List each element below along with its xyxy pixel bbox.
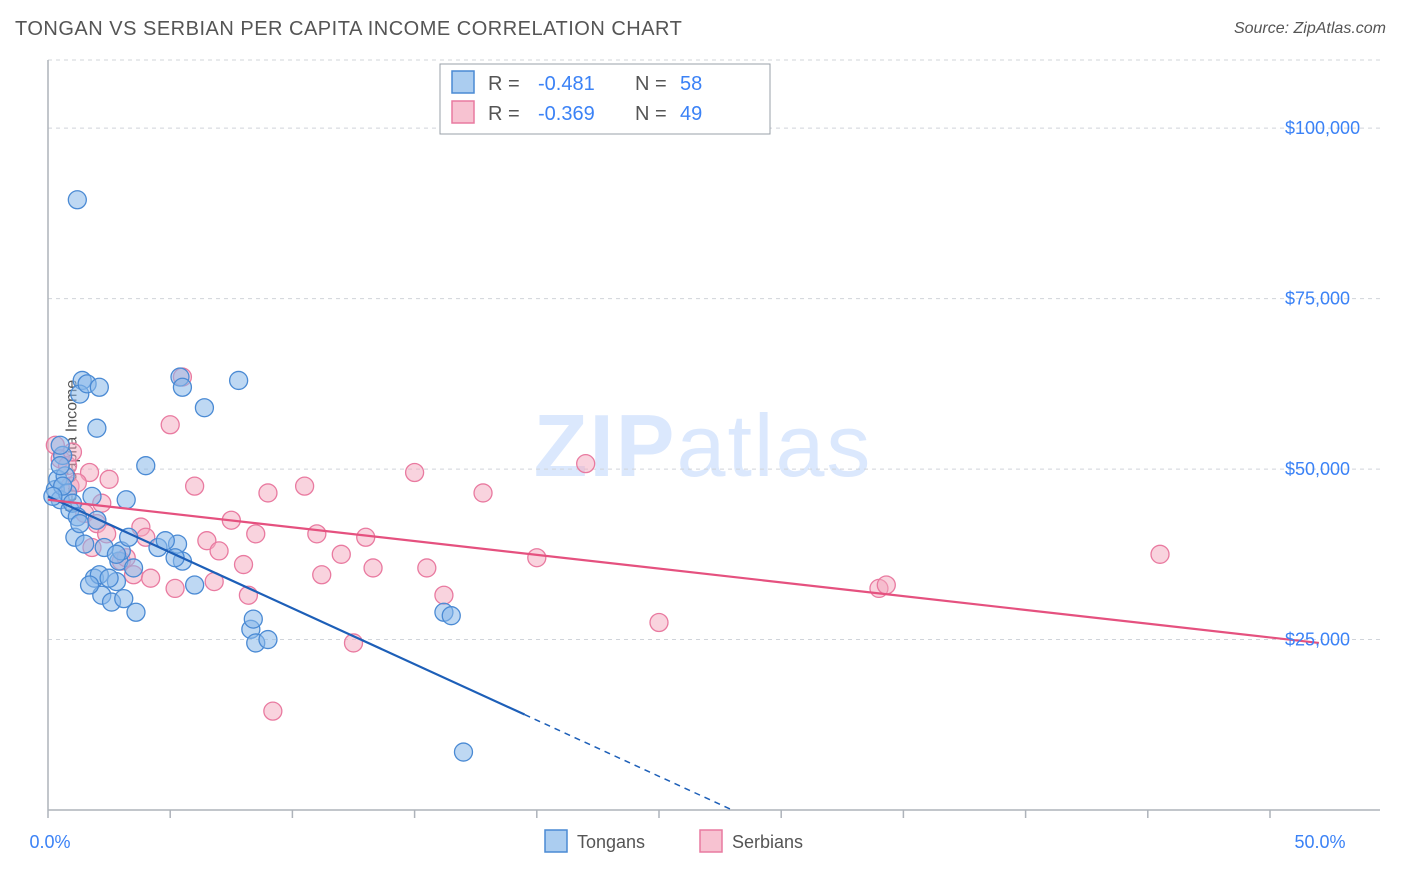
y-tick-label: $25,000: [1285, 630, 1350, 650]
data-point: [100, 470, 118, 488]
stats-swatch: [452, 101, 474, 123]
data-point: [418, 559, 436, 577]
chart-svg: $25,000$50,000$75,000$100,000 0.0%50.0% …: [0, 0, 1406, 892]
legend-swatch: [545, 830, 567, 852]
stats-R-value: -0.369: [538, 103, 595, 125]
data-point: [474, 484, 492, 502]
data-point: [650, 614, 668, 632]
stats-N-value: 49: [680, 103, 702, 125]
data-point: [76, 535, 94, 553]
data-point: [71, 515, 89, 533]
y-tick-label: $50,000: [1285, 459, 1350, 479]
data-point: [100, 569, 118, 587]
data-point: [117, 491, 135, 509]
data-point: [161, 416, 179, 434]
data-point: [244, 610, 262, 628]
data-point: [247, 525, 265, 543]
data-point: [142, 569, 160, 587]
legend-label: Tongans: [577, 832, 645, 852]
x-tick-label: 0.0%: [29, 832, 70, 852]
legend-swatch: [700, 830, 722, 852]
data-point: [88, 511, 106, 529]
data-point: [296, 477, 314, 495]
stats-N-label: N =: [635, 103, 667, 125]
data-point: [877, 576, 895, 594]
stats-N-value: 58: [680, 73, 702, 95]
y-tick-label: $75,000: [1285, 289, 1350, 309]
data-point: [230, 371, 248, 389]
data-point: [186, 576, 204, 594]
stats-N-label: N =: [635, 73, 667, 95]
stats-R-value: -0.481: [538, 73, 595, 95]
data-point: [406, 464, 424, 482]
data-point: [259, 631, 277, 649]
data-point: [364, 559, 382, 577]
stats-R-label: R =: [488, 103, 520, 125]
data-point: [186, 477, 204, 495]
stats-swatch: [452, 71, 474, 93]
data-point: [454, 743, 472, 761]
stats-R-label: R =: [488, 73, 520, 95]
data-point: [264, 702, 282, 720]
data-point: [442, 607, 460, 625]
x-tick-label: 50.0%: [1294, 832, 1345, 852]
data-point: [1151, 545, 1169, 563]
data-point: [210, 542, 228, 560]
data-point: [313, 566, 331, 584]
data-point: [51, 457, 69, 475]
data-point: [435, 586, 453, 604]
data-point: [577, 455, 595, 473]
data-point: [332, 545, 350, 563]
data-point: [259, 484, 277, 502]
chart-container: { "title": "TONGAN VS SERBIAN PER CAPITA…: [0, 0, 1406, 892]
legend-label: Serbians: [732, 832, 803, 852]
data-point: [235, 556, 253, 574]
data-point: [90, 378, 108, 396]
data-point: [88, 419, 106, 437]
data-point: [137, 457, 155, 475]
trend-line-tongans-dash: [525, 715, 733, 810]
data-point: [173, 378, 191, 396]
data-point: [166, 579, 184, 597]
data-point: [83, 487, 101, 505]
data-point: [125, 559, 143, 577]
data-point: [115, 590, 133, 608]
data-point: [81, 576, 99, 594]
y-tick-label: $100,000: [1285, 118, 1360, 138]
data-point: [195, 399, 213, 417]
data-point: [308, 525, 326, 543]
data-point: [528, 549, 546, 567]
data-point: [51, 436, 69, 454]
data-point: [68, 191, 86, 209]
data-point: [107, 545, 125, 563]
